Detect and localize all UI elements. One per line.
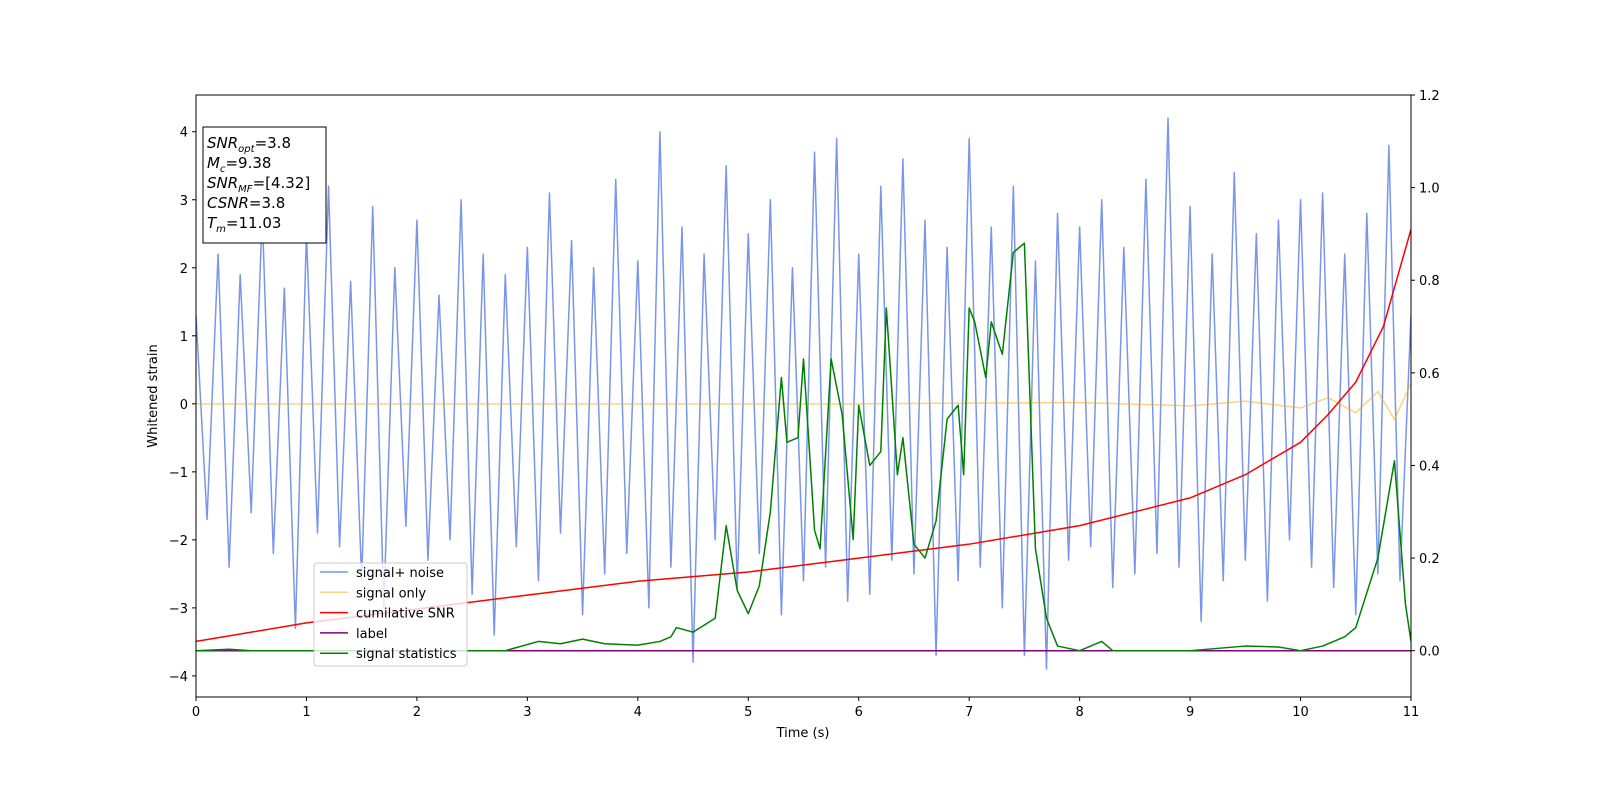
y-tick-label: −2 (169, 534, 188, 549)
legend-frame (313, 562, 468, 667)
annotation: SNRMF=[4.32] (207, 174, 310, 195)
y2-tick-label: 0.2 (1419, 552, 1440, 567)
legend-label: signal statistics (356, 647, 457, 662)
x-tick-label: 5 (744, 705, 752, 720)
y2-tick-label: 1.2 (1419, 89, 1440, 104)
annotation-rest: =3.8 (249, 194, 285, 212)
annotation-frame (202, 126, 327, 244)
x-tick-label: 3 (523, 705, 531, 720)
axes-frame (195, 94, 1412, 698)
x-tick-label: 9 (1186, 705, 1194, 720)
legend-label: label (356, 627, 387, 642)
annotation-rest: =9.38 (225, 154, 271, 172)
annotation: CSNR=3.8 (207, 194, 285, 212)
annotation: Tm=11.03 (207, 214, 281, 235)
annotation-sub: opt (238, 144, 255, 155)
x-tick-label: 8 (1075, 705, 1083, 720)
y2-tick-label: 1.0 (1419, 182, 1440, 197)
y2-tick-label: 0.8 (1419, 274, 1440, 289)
series-line (196, 242, 1411, 652)
y-axis-label: Whitened strain (146, 344, 161, 447)
annotation-main: T (207, 214, 218, 232)
annotation-main: SNR (207, 134, 238, 152)
y-tick-label: 3 (180, 194, 188, 209)
legend-label: signal+ noise (356, 566, 444, 581)
y-tick-label: 1 (180, 330, 188, 345)
x-axis-label: Time (s) (776, 726, 830, 741)
series-line (196, 229, 1411, 643)
y2-tick-label: 0.4 (1419, 459, 1440, 474)
y-tick-label: −3 (169, 602, 188, 617)
legend-label: signal only (356, 586, 426, 601)
y-tick-label: −4 (169, 670, 188, 685)
y2-tick-label: 0.6 (1419, 367, 1440, 382)
annotation-sub: c (220, 164, 226, 175)
x-tick-label: 7 (965, 705, 973, 720)
annotation-rest: =3.8 (255, 134, 291, 152)
annotation-sub: m (216, 224, 226, 235)
annotation-box: SNRopt=3.8Mc=9.38SNRMF=[4.32]CSNR=3.8Tm=… (202, 126, 327, 244)
x-tick-label: 4 (634, 705, 642, 720)
annotation-rest: =[4.32] (253, 174, 311, 192)
x-tick-label: 2 (413, 705, 421, 720)
annotation: Mc=9.38 (207, 154, 271, 175)
x-tick-label: 1 (302, 705, 310, 720)
x-tick-label: 10 (1292, 705, 1309, 720)
series-line (196, 117, 1411, 670)
x-tick-label: 0 (192, 705, 200, 720)
legend-label: cumilative SNR (356, 607, 455, 622)
annotation-rest: =11.03 (226, 214, 282, 232)
y2-tick-label: 0.0 (1419, 645, 1440, 660)
annotation-main: SNR (207, 174, 238, 192)
y-tick-label: 2 (180, 262, 188, 277)
y-tick-label: 4 (180, 126, 188, 141)
annotation-main: M (207, 154, 220, 172)
annotation: SNRopt=3.8 (207, 134, 291, 155)
series-line (196, 383, 1411, 421)
legend: signal+ noise signal only cumilative SNR la… (313, 562, 468, 667)
annotation-main: CSNR (207, 194, 249, 212)
x-tick-label: 6 (855, 705, 863, 720)
y-tick-label: 0 (180, 398, 188, 413)
annotation-sub: MF (238, 184, 253, 195)
x-tick-label: 11 (1403, 705, 1420, 720)
y-tick-label: −1 (169, 466, 188, 481)
